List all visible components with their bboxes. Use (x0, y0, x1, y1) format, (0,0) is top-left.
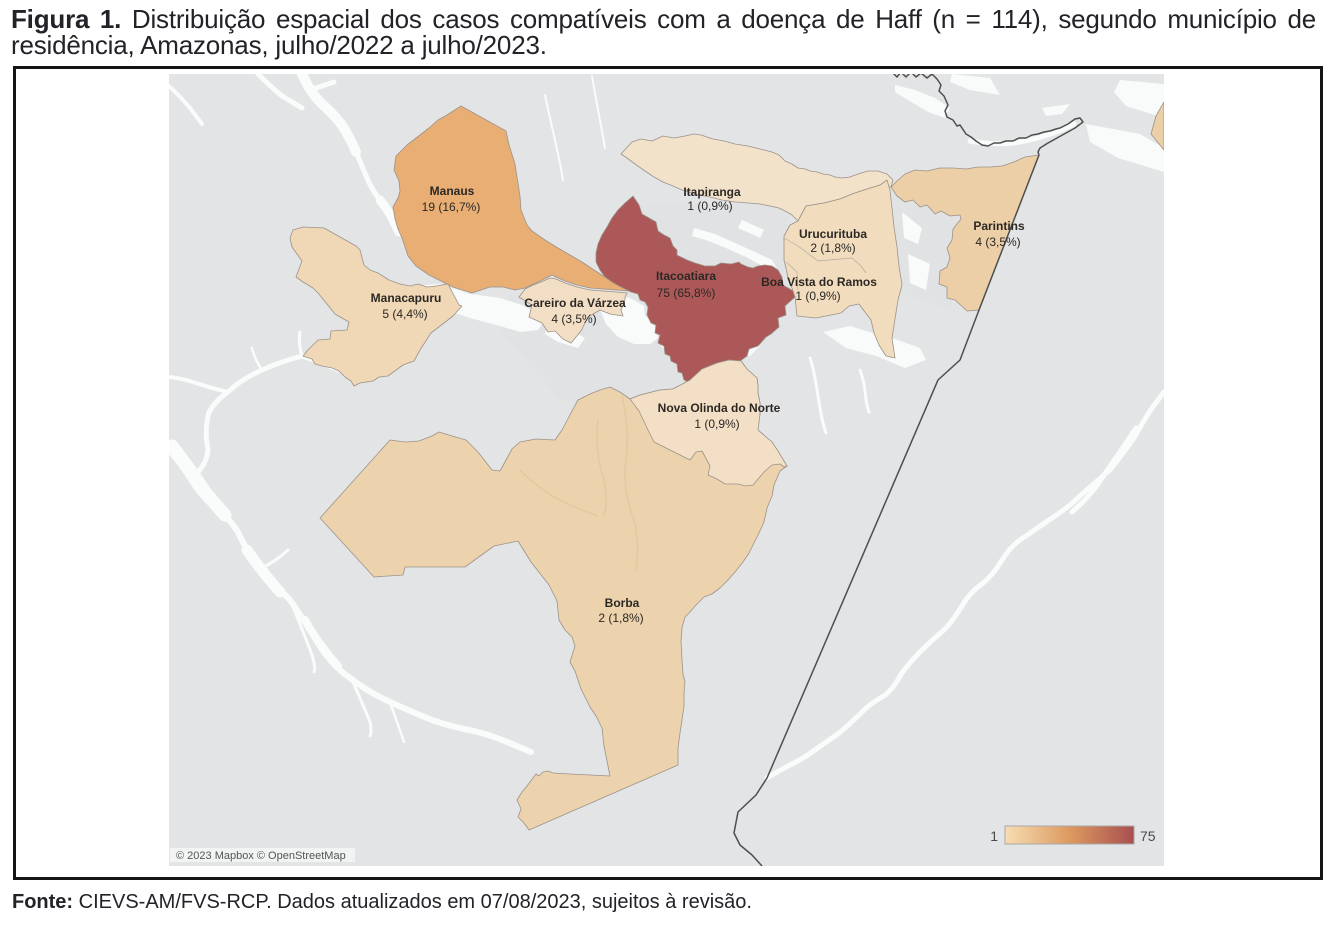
svg-text:2 (1,8%): 2 (1,8%) (598, 611, 643, 625)
svg-text:Careiro da Várzea: Careiro da Várzea (524, 296, 626, 310)
svg-text:1 (0,9%): 1 (0,9%) (687, 199, 732, 213)
svg-text:Boa Vista do Ramos: Boa Vista do Ramos (761, 275, 877, 289)
svg-text:1: 1 (990, 828, 998, 844)
svg-text:19 (16,7%): 19 (16,7%) (422, 200, 481, 214)
svg-text:Manacapuru: Manacapuru (371, 291, 442, 305)
svg-text:Urucurituba: Urucurituba (799, 227, 867, 241)
svg-text:4 (3,5%): 4 (3,5%) (551, 312, 596, 326)
svg-text:2 (1,8%): 2 (1,8%) (810, 241, 855, 255)
svg-text:Parintins: Parintins (973, 219, 1025, 233)
svg-text:Nova Olinda do Norte: Nova Olinda do Norte (658, 401, 781, 415)
svg-text:1 (0,9%): 1 (0,9%) (795, 289, 840, 303)
svg-text:© 2023 Mapbox © OpenStreetMap: © 2023 Mapbox © OpenStreetMap (176, 850, 346, 862)
svg-text:Itapiranga: Itapiranga (683, 185, 741, 199)
svg-text:75 (65,8%): 75 (65,8%) (657, 286, 716, 300)
svg-text:5 (4,4%): 5 (4,4%) (382, 307, 427, 321)
svg-text:1 (0,9%): 1 (0,9%) (694, 417, 739, 431)
svg-text:Itacoatiara: Itacoatiara (656, 269, 716, 283)
svg-text:4 (3,5%): 4 (3,5%) (975, 235, 1020, 249)
svg-text:Borba: Borba (605, 596, 640, 610)
svg-text:75: 75 (1140, 828, 1156, 844)
svg-text:Manaus: Manaus (430, 184, 475, 198)
